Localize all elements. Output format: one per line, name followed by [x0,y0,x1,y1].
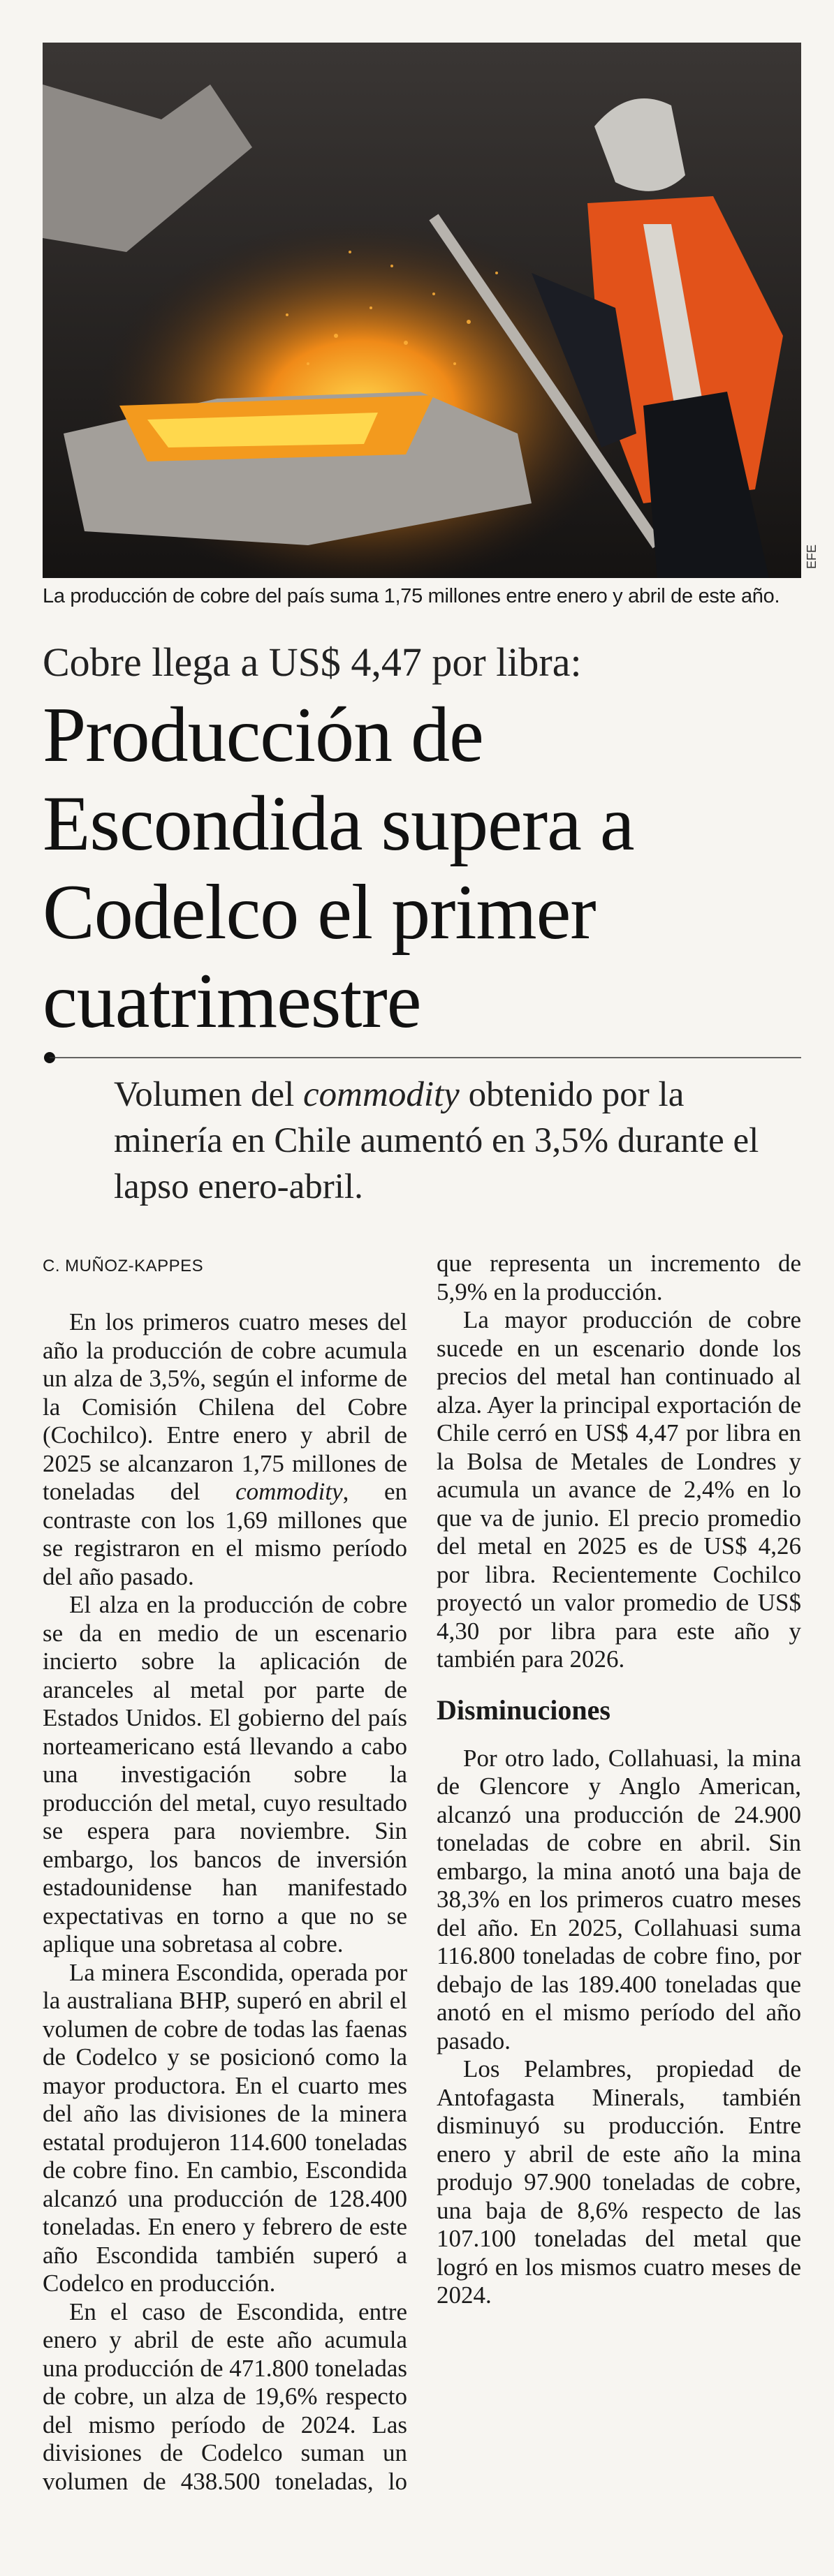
article-body: C. MUÑOZ-KAPPES En los primeros cuatro m… [43,1250,801,2548]
byline: C. MUÑOZ-KAPPES [43,1257,204,1275]
text: Volumen del [114,1075,304,1114]
paragraph: Por otro lado, Collahuasi, la mina de Gl… [437,1744,801,2055]
paragraph: La mayor producción de cobre sucede en u… [437,1306,801,1673]
text: En los primeros cuatro meses del año la … [43,1308,407,1505]
divider [44,1052,801,1063]
paragraph: Los Pelambres, propiedad de Antofagasta … [437,2055,801,2309]
headline: Producción de Escondida supera a Codelco… [43,692,635,1044]
text: , en contraste con los 1,69 millones que… [43,1478,407,1590]
paragraph: En los primeros cuatro meses del año la … [43,1308,407,1591]
photo [43,43,801,578]
text: obtenido por la minería en Chile aumentó… [114,1075,759,1206]
photo-credit: EFE [805,545,819,570]
section-heading: Disminuciones [437,1694,610,1726]
text: commodity [303,1075,460,1114]
paragraph: El alza en la producción de cobre se da … [43,1591,407,1957]
photo-caption: La producción de cobre del país suma 1,7… [43,585,780,607]
kicker: Cobre llega a US$ 4,47 por libra: [43,639,582,685]
subheadline: Volumen del commodity obtenido por la mi… [114,1072,798,1210]
paragraph: La minera Escondida, operada por la aust… [43,1958,407,2297]
paragraph: En el caso de Escondida, entre enero y a… [43,1250,801,2495]
text: commodity [235,1478,343,1505]
